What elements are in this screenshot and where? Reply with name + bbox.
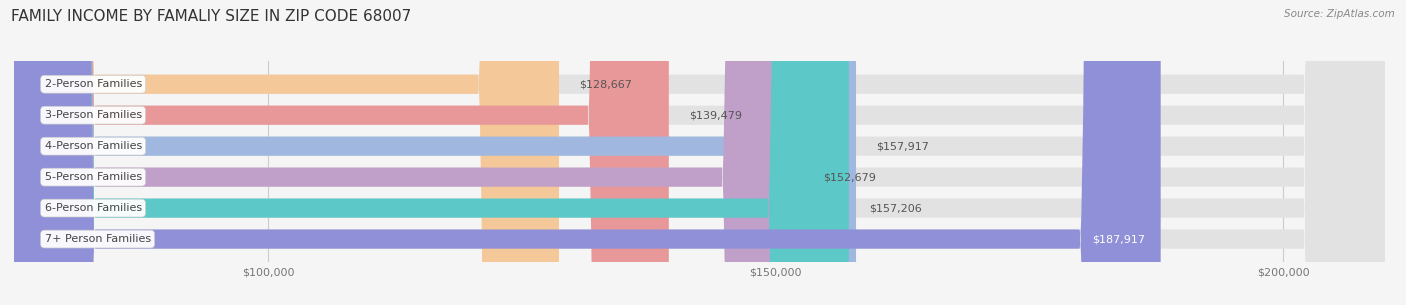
Text: $157,206: $157,206: [869, 203, 922, 213]
FancyBboxPatch shape: [14, 0, 1385, 305]
Text: 5-Person Families: 5-Person Families: [45, 172, 142, 182]
Text: 2-Person Families: 2-Person Families: [45, 79, 142, 89]
FancyBboxPatch shape: [14, 0, 856, 305]
FancyBboxPatch shape: [14, 0, 1385, 305]
FancyBboxPatch shape: [14, 0, 1385, 305]
Text: 6-Person Families: 6-Person Families: [45, 203, 142, 213]
Text: $139,479: $139,479: [689, 110, 742, 120]
FancyBboxPatch shape: [14, 0, 1385, 305]
FancyBboxPatch shape: [14, 0, 1161, 305]
Text: 7+ Person Families: 7+ Person Families: [45, 234, 150, 244]
FancyBboxPatch shape: [14, 0, 1385, 305]
FancyBboxPatch shape: [14, 0, 669, 305]
Text: 4-Person Families: 4-Person Families: [45, 141, 142, 151]
FancyBboxPatch shape: [14, 0, 803, 305]
FancyBboxPatch shape: [14, 0, 849, 305]
Text: $128,667: $128,667: [579, 79, 633, 89]
FancyBboxPatch shape: [14, 0, 1385, 305]
Text: $152,679: $152,679: [823, 172, 876, 182]
Text: FAMILY INCOME BY FAMALIY SIZE IN ZIP CODE 68007: FAMILY INCOME BY FAMALIY SIZE IN ZIP COD…: [11, 9, 412, 24]
FancyBboxPatch shape: [14, 0, 560, 305]
Text: 3-Person Families: 3-Person Families: [45, 110, 142, 120]
Text: Source: ZipAtlas.com: Source: ZipAtlas.com: [1284, 9, 1395, 19]
Text: $187,917: $187,917: [1092, 234, 1146, 244]
Text: $157,917: $157,917: [876, 141, 929, 151]
